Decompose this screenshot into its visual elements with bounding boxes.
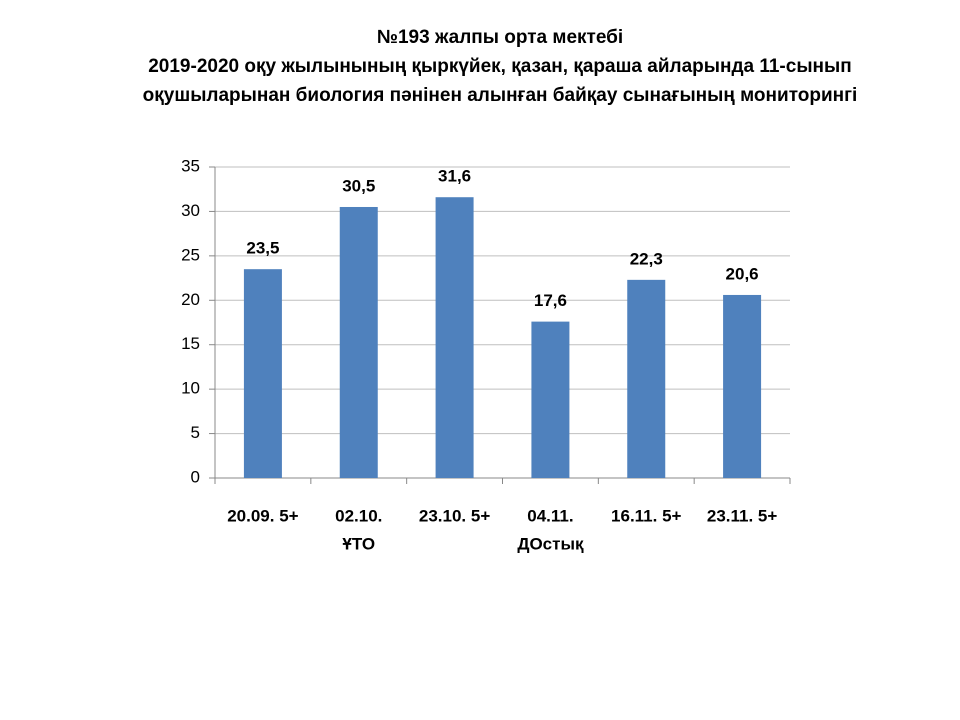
value-label: 23,5 bbox=[246, 239, 279, 258]
value-label: 20,6 bbox=[726, 264, 759, 283]
y-tick-label: 0 bbox=[191, 467, 200, 486]
y-tick-label: 15 bbox=[181, 334, 200, 353]
y-tick-label: 20 bbox=[181, 290, 200, 309]
x-tick-label: 23.11. 5+ bbox=[707, 506, 778, 525]
value-label: 30,5 bbox=[342, 176, 375, 195]
y-tick-label: 5 bbox=[191, 423, 200, 442]
bar bbox=[627, 279, 666, 478]
y-tick-label: 10 bbox=[181, 379, 200, 398]
x-tick-label: 04.11. bbox=[527, 506, 573, 525]
value-label: 22,3 bbox=[630, 249, 663, 268]
y-tick-label: 30 bbox=[181, 201, 200, 220]
bar bbox=[339, 206, 378, 478]
bar bbox=[435, 197, 474, 478]
x-tick-label: 20.09. 5+ bbox=[227, 506, 298, 525]
x-tick-label: 02.10. bbox=[335, 506, 382, 525]
bar bbox=[531, 321, 570, 478]
x-tick-label: 16.11. 5+ bbox=[611, 506, 682, 525]
bar bbox=[723, 294, 762, 478]
chart-title: оқушыларынан биология пәнінен алынған ба… bbox=[143, 85, 858, 106]
y-tick-label: 25 bbox=[181, 245, 200, 264]
bar bbox=[243, 269, 282, 478]
value-label: 17,6 bbox=[534, 291, 567, 310]
x-tick-label: ДОстық bbox=[517, 534, 584, 553]
chart-title: 2019-2020 оқу жылынының қыркүйек, қазан,… bbox=[148, 56, 852, 77]
x-tick-label: 23.10. 5+ bbox=[419, 506, 490, 525]
chart-title: №193 жалпы орта мектебі bbox=[377, 27, 623, 48]
x-tick-label: ҰТО bbox=[342, 534, 375, 553]
y-tick-label: 35 bbox=[181, 156, 200, 175]
value-label: 31,6 bbox=[438, 167, 471, 186]
